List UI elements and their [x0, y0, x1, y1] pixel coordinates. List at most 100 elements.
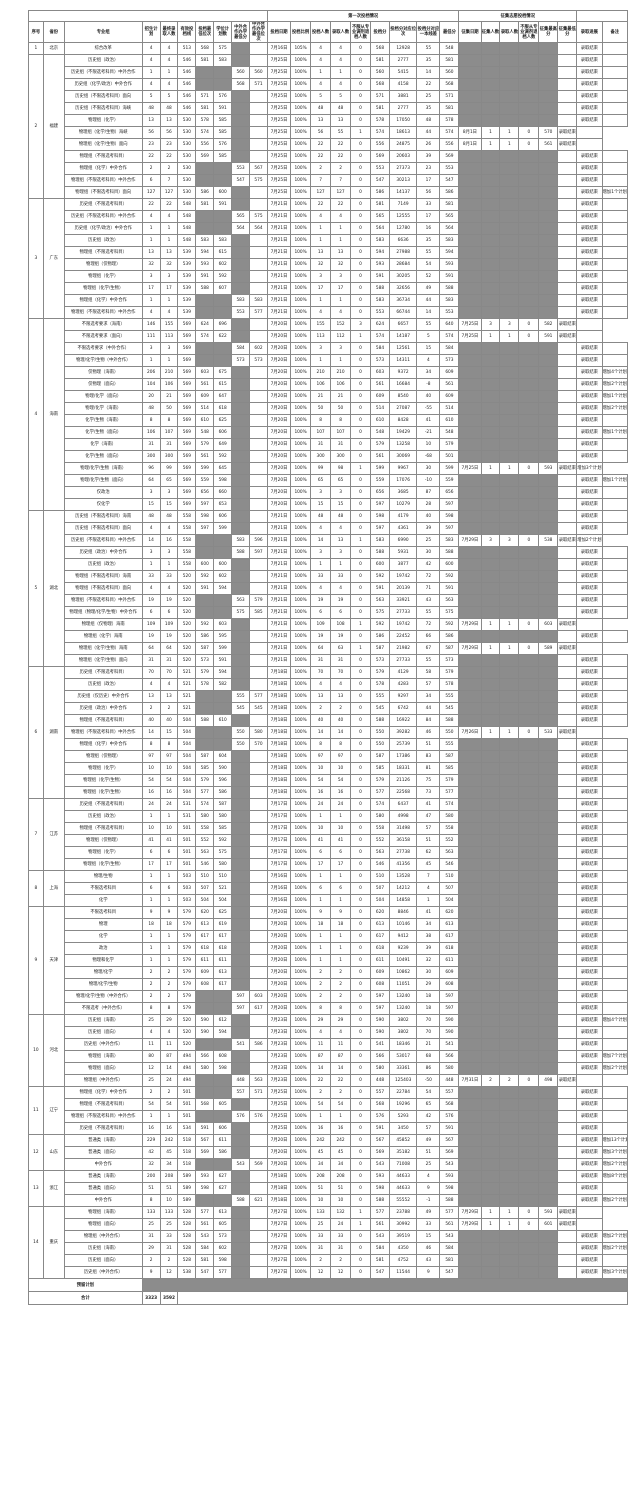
table-cell: 15 [310, 498, 332, 511]
table-cell: 34 [330, 1158, 352, 1171]
table-cell [499, 954, 520, 967]
table-cell: 100% [290, 342, 312, 355]
table-row: 物理组（不限选考科目）面向 127 127 530 586 600 7月25日 100% 127… [29, 186, 629, 199]
table-cell [249, 522, 268, 535]
table-cell [213, 738, 233, 751]
table-cell: 618 [213, 942, 233, 955]
table-cell [538, 174, 559, 187]
table-cell: -10 [416, 474, 441, 487]
table-cell [458, 546, 482, 559]
table-cell [249, 474, 268, 487]
table-cell: 3 [499, 534, 520, 547]
table-row: 不限选考要求（中外合作） 3 3 569 584 602 7月20日 100% 3 3 0 584 12… [29, 342, 629, 355]
table-cell [601, 486, 629, 499]
table-cell: 1 [310, 930, 332, 943]
table-cell: 增加1个计划 [601, 186, 629, 199]
table-cell: 44633 [388, 1170, 418, 1183]
table-cell [538, 378, 559, 391]
table-cell: 录取结束 [576, 1158, 603, 1171]
table-cell [249, 810, 268, 823]
table-cell: 100% [290, 270, 312, 283]
table-cell: 录取结束 [576, 702, 603, 715]
table-cell: 591 [195, 1122, 215, 1135]
table-cell [538, 978, 559, 991]
table-cell [480, 438, 501, 451]
table-cell: 656 [370, 486, 390, 499]
table-cell: 3 [350, 318, 372, 331]
major-group: 仅政治 [63, 486, 143, 499]
table-cell: 620 [195, 906, 215, 919]
table-cell: 7月20日 [266, 498, 292, 511]
table-cell: 3 [159, 486, 179, 499]
table-cell: 100% [290, 606, 312, 619]
table-cell [499, 510, 520, 523]
table-cell [480, 102, 501, 115]
table-cell: 610 [370, 414, 390, 427]
table-cell: 622 [213, 330, 233, 343]
table-cell: 1 [159, 354, 179, 367]
table-cell: 7月20日 [266, 330, 292, 343]
table-cell: 7月20日 [266, 990, 292, 1003]
table-row: 物理 18 18 579 613 619 7月20日 100% 18 18 0 613 10146 34 6… [29, 918, 629, 931]
table-cell: 增加1个计划 [601, 474, 629, 487]
table-cell [195, 606, 215, 619]
table-cell: 4 [159, 678, 179, 691]
table-cell: 2 [310, 1254, 332, 1267]
table-cell: 48 [141, 510, 161, 523]
table-cell [499, 306, 520, 319]
table-cell [480, 1230, 501, 1243]
table-cell [458, 702, 482, 715]
major-group: 物理组（不限选考科目）海南 [63, 570, 143, 583]
table-cell: 0 [350, 78, 372, 91]
table-row: 物理组（化学） 3 3 539 591 592 7月21日 100% 3 3 0 591 30205 52… [29, 270, 629, 283]
table-cell: 618 [439, 942, 460, 955]
table-cell: 录取结束 [576, 1014, 603, 1027]
table-cell [249, 1170, 268, 1183]
table-cell: 592 [439, 570, 460, 583]
table-cell [231, 786, 250, 799]
table-cell: 14212 [388, 882, 418, 895]
column-header: 学位计划数 [213, 21, 233, 43]
table-cell: 521 [177, 702, 197, 715]
major-group: 仅物理（面向） [63, 378, 143, 391]
table-cell: 576 [439, 1110, 460, 1123]
table-cell: 561 [538, 138, 559, 151]
table-cell: 100% [290, 978, 312, 991]
column-header: 中外合作办学最低分 [231, 21, 250, 43]
table-cell: 539 [177, 294, 197, 307]
table-cell [557, 966, 578, 979]
table-cell [480, 678, 501, 691]
table-cell: 0 [350, 1014, 372, 1027]
table-cell: 100% [290, 306, 312, 319]
table-cell: 录取结束 [557, 318, 578, 331]
table-cell: 8428 [388, 414, 418, 427]
table-cell: 增加4个计划 [601, 1014, 629, 1027]
table-cell: 558 [370, 822, 390, 835]
table-cell: 9 [416, 1266, 441, 1279]
table-row: 4 海南 不限选考要求（海南） 146 155 569 624 696 7月20日 100% 155… [28, 318, 628, 511]
table-cell [601, 1086, 629, 1099]
table-row: 物理组（中外合作） 25 24 494 448 563 7月23日 100% 22 22 0 448 1… [29, 1074, 628, 1087]
table-row: 历史组（政治） 1 1 531 580 580 7月17日 100% 1 1 0 580 4998 47 5… [29, 810, 629, 823]
table-cell: 598 [195, 1182, 215, 1195]
table-row: 物理组（不限选考科目） 10 10 501 558 585 7月17日 100% 10 10 0 55… [29, 822, 629, 835]
table-cell: 3 [499, 318, 520, 331]
table-cell: 20603 [388, 150, 418, 163]
table-cell [231, 762, 250, 775]
table-cell [231, 774, 250, 787]
table-cell [480, 966, 501, 979]
table-cell [538, 954, 559, 967]
province-number: 10 [28, 1014, 44, 1087]
table-cell: 4 [330, 210, 352, 223]
table-cell: 604 [213, 750, 233, 763]
table-cell: 录取结束 [576, 1050, 603, 1063]
table-cell: 10 [310, 822, 332, 835]
admission-table: 第一次投档情况 征集志愿投档情况 序号 省份 专业组 招生计划 最终录取人数 有效投档线投… [28, 10, 629, 1305]
table-cell: 0 [350, 1266, 372, 1279]
table-cell: 546 [195, 858, 215, 871]
table-cell: 3881 [388, 90, 418, 103]
table-cell: 25 [141, 1074, 161, 1087]
table-cell: 8 [141, 1194, 161, 1207]
table-cell: 609 [370, 390, 390, 403]
table-cell: 31 [310, 1242, 332, 1255]
